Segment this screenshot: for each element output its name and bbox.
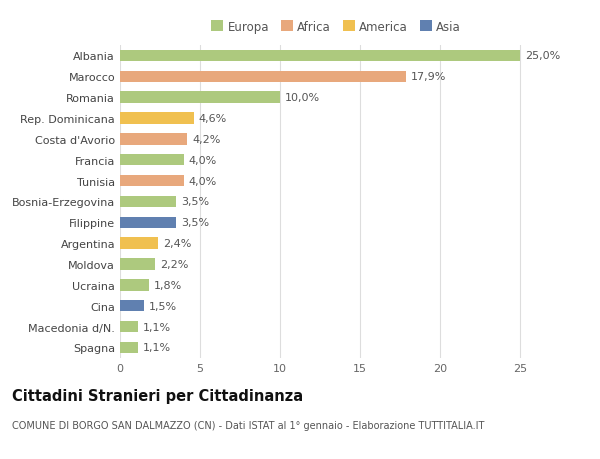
Text: COMUNE DI BORGO SAN DALMAZZO (CN) - Dati ISTAT al 1° gennaio - Elaborazione TUTT: COMUNE DI BORGO SAN DALMAZZO (CN) - Dati… [12, 420, 484, 430]
Bar [120, 300, 144, 312]
Bar [120, 50, 520, 62]
Text: 3,5%: 3,5% [181, 197, 209, 207]
Bar [120, 134, 187, 145]
Text: 1,1%: 1,1% [142, 322, 170, 332]
Text: 10,0%: 10,0% [285, 93, 320, 103]
Text: 4,6%: 4,6% [199, 114, 227, 124]
Bar [120, 217, 176, 229]
Bar [120, 342, 137, 353]
Bar [120, 92, 280, 104]
Text: 1,1%: 1,1% [142, 342, 170, 353]
Text: 25,0%: 25,0% [525, 51, 560, 62]
Bar [120, 238, 158, 249]
Legend: Europa, Africa, America, Asia: Europa, Africa, America, Asia [206, 16, 466, 38]
Text: 4,2%: 4,2% [192, 134, 220, 145]
Text: 4,0%: 4,0% [189, 155, 217, 165]
Text: 4,0%: 4,0% [189, 176, 217, 186]
Text: 1,8%: 1,8% [154, 280, 182, 290]
Bar [120, 321, 137, 332]
Text: 3,5%: 3,5% [181, 218, 209, 228]
Text: Cittadini Stranieri per Cittadinanza: Cittadini Stranieri per Cittadinanza [12, 388, 303, 403]
Bar [120, 280, 149, 291]
Bar [120, 259, 155, 270]
Text: 2,4%: 2,4% [163, 239, 191, 249]
Bar [120, 175, 184, 187]
Bar [120, 72, 406, 83]
Bar [120, 155, 184, 166]
Text: 2,2%: 2,2% [160, 259, 188, 269]
Bar [120, 196, 176, 207]
Bar [120, 113, 194, 124]
Text: 17,9%: 17,9% [411, 72, 446, 82]
Text: 1,5%: 1,5% [149, 301, 177, 311]
